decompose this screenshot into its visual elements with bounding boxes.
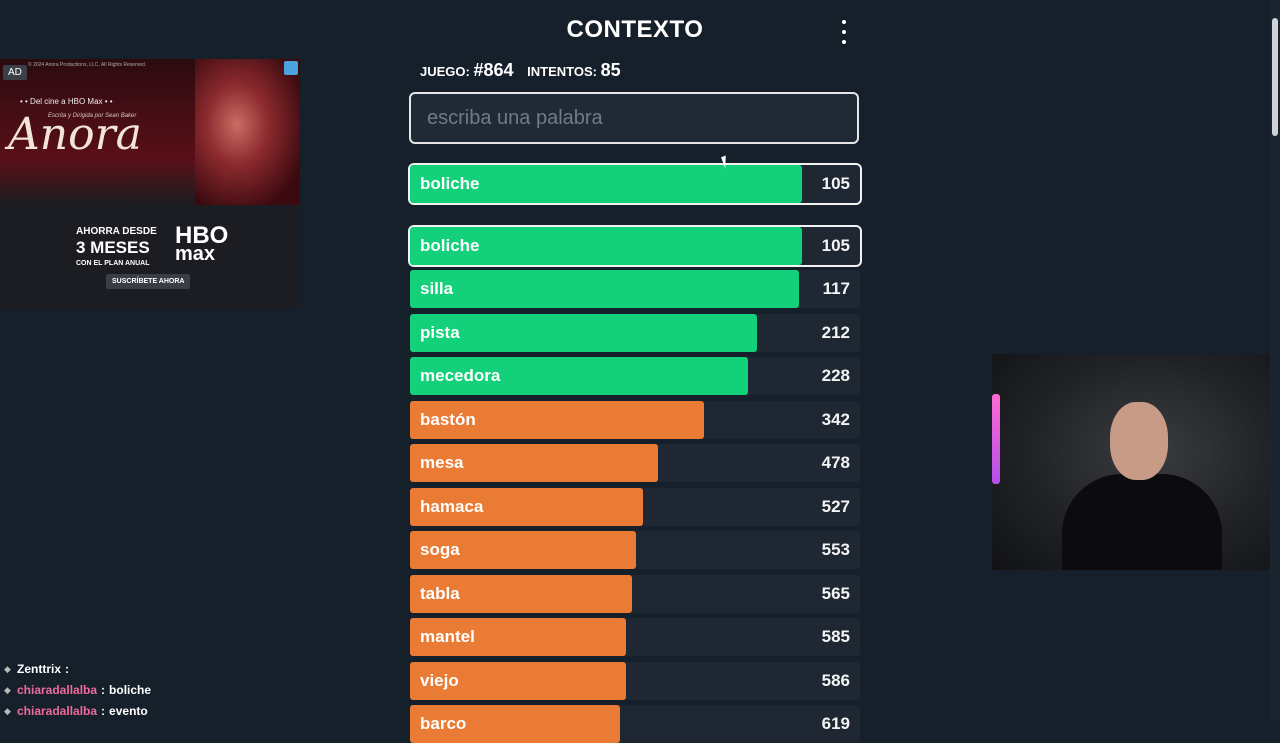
ad-banner[interactable]: AD © 2024 Anora Productions, LLC. All Ri… xyxy=(0,59,300,309)
guess-row: mecedora 228 xyxy=(410,357,860,395)
guess-bar xyxy=(410,270,800,308)
page-title: CONTEXTO xyxy=(566,16,704,43)
ad-image xyxy=(195,59,300,205)
guess-row: soga 553 xyxy=(410,531,860,569)
last-guess-row: boliche 105 xyxy=(408,163,862,205)
ad-copyright: © 2024 Anora Productions, LLC. All Right… xyxy=(28,62,147,68)
last-guess-rank: 105 xyxy=(821,174,850,193)
guess-word: viejo xyxy=(420,670,459,690)
kebab-menu-icon[interactable] xyxy=(836,20,852,44)
guess-bar xyxy=(410,531,636,569)
guess-bar xyxy=(410,357,749,395)
guess-rank: 342 xyxy=(821,409,850,429)
guess-rank: 212 xyxy=(821,322,850,342)
ad-info-icon[interactable] xyxy=(284,61,298,75)
guess-row: bastón 342 xyxy=(410,400,860,439)
guess-word: mecedora xyxy=(420,366,501,385)
chat-separator: : xyxy=(101,683,106,697)
ad-badge: AD xyxy=(3,65,27,80)
guess-word: soga xyxy=(420,540,460,559)
game-stats: JUEGO: #864 INTENTOS: 85 xyxy=(420,60,631,81)
guess-word: silla xyxy=(420,279,454,298)
guess-bar xyxy=(410,574,633,613)
chat-badge-icon: ◆ xyxy=(4,664,11,674)
guess-word: tabla xyxy=(420,583,460,603)
chat-badge-icon: ◆ xyxy=(4,706,11,716)
guess-word: hamaca xyxy=(420,496,484,516)
chat-username[interactable]: chiaradallalba xyxy=(17,704,98,718)
guess-row: boliche 105 xyxy=(408,225,862,267)
guess-word: mantel xyxy=(420,627,475,646)
streamer-head xyxy=(1110,402,1168,480)
guess-rank: 619 xyxy=(821,714,850,733)
ad-brand-sub: max xyxy=(175,243,216,265)
chat-log: ◆ Zenttrix: ◆ chiaradallalba: boliche ◆ chiara… xyxy=(4,659,151,722)
chat-separator: : xyxy=(65,662,70,676)
guess-word: pista xyxy=(420,322,460,342)
guess-word: mesa xyxy=(420,453,464,472)
guess-row: viejo 586 xyxy=(410,661,860,700)
chat-text: evento xyxy=(109,704,148,718)
guess-rank: 527 xyxy=(821,496,850,516)
ad-offer-line1: AHORRA DESDE xyxy=(76,226,157,237)
hbo-max-logo: HBO max xyxy=(175,222,229,265)
game-number: #864 xyxy=(473,60,514,80)
attempts-label: INTENTOS: xyxy=(527,64,597,79)
chat-text: boliche xyxy=(109,683,152,697)
last-guess-word: boliche xyxy=(420,174,480,193)
guess-rank: 553 xyxy=(821,540,850,559)
guess-bar xyxy=(410,313,757,352)
guess-bar xyxy=(410,400,704,439)
rgb-light xyxy=(992,394,1000,484)
guess-rank: 586 xyxy=(821,670,850,690)
guess-bar xyxy=(410,444,658,482)
attempts-count: 85 xyxy=(600,60,621,80)
guess-row: hamaca 527 xyxy=(410,487,860,526)
guess-word: bastón xyxy=(420,409,476,429)
guess-rank: 565 xyxy=(821,583,850,603)
ad-brand: HBO xyxy=(175,222,229,249)
chat-message: ◆ Zenttrix: xyxy=(4,659,151,680)
guess-row: mesa 478 xyxy=(410,444,860,482)
guess-bar xyxy=(410,661,626,700)
chat-separator: : xyxy=(101,704,106,718)
guess-rank: 228 xyxy=(821,366,850,385)
guess-bar xyxy=(410,618,626,656)
chat-username[interactable]: Zenttrix xyxy=(17,662,62,676)
ad-tagline: Escrita y Dirigida por Sean Baker xyxy=(48,113,137,119)
ad-offer: AHORRA DESDE 3 MESES CON EL PLAN ANUAL xyxy=(76,226,157,270)
last-guess-bar xyxy=(410,165,802,203)
ad-offer-line2: 3 MESES xyxy=(76,238,150,257)
ad-cta-button[interactable]: SUSCRÍBETE AHORA xyxy=(106,274,191,289)
guess-row: silla 117 xyxy=(410,270,860,308)
scrollbar-thumb[interactable] xyxy=(1272,18,1278,136)
webcam-feed xyxy=(992,354,1280,570)
guess-rank: 478 xyxy=(821,453,850,472)
guess-rank: 105 xyxy=(821,236,850,255)
guess-row: barco 619 xyxy=(410,705,860,743)
guess-word: barco xyxy=(420,714,467,733)
guess-word: boliche xyxy=(420,236,480,255)
guess-row: mantel 585 xyxy=(410,618,860,656)
ad-logo: Anora xyxy=(8,109,142,160)
chat-message: ◆ chiaradallalba: evento xyxy=(4,701,151,722)
guess-bar xyxy=(410,487,644,526)
ad-offer-line3: CON EL PLAN ANUAL xyxy=(76,260,150,267)
chat-badge-icon: ◆ xyxy=(4,685,11,695)
chat-message: ◆ chiaradallalba: boliche xyxy=(4,680,151,701)
game-label: JUEGO: xyxy=(420,64,470,79)
page-scrollbar[interactable] xyxy=(1270,0,1280,720)
guess-bar xyxy=(410,227,802,265)
chat-username[interactable]: chiaradallalba xyxy=(17,683,98,697)
guess-rank: 585 xyxy=(821,627,850,646)
guess-row: pista 212 xyxy=(410,313,860,352)
streamer-body xyxy=(1062,474,1222,570)
guess-input[interactable] xyxy=(409,92,859,144)
ad-promo: • • Del cine a HBO Max • • xyxy=(20,97,113,106)
guess-row: tabla 565 xyxy=(410,574,860,613)
guess-rank: 117 xyxy=(822,279,850,298)
